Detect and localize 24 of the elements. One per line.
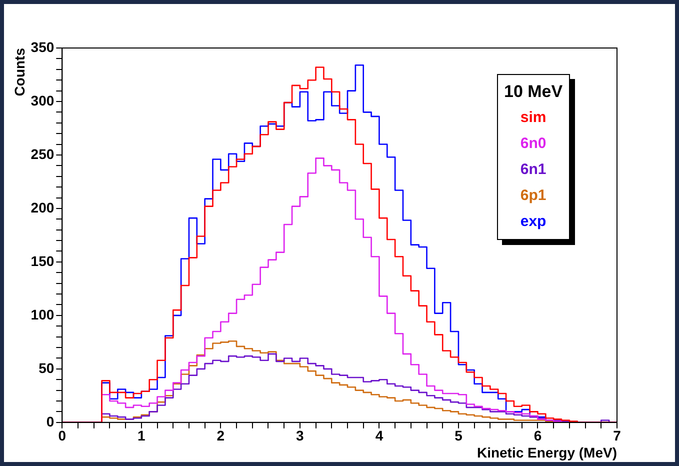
x-tick-label: 0: [58, 428, 66, 444]
text: sim: [519, 108, 548, 128]
y-tick-label: 300: [30, 92, 54, 108]
x-tick-label: 4: [375, 428, 384, 444]
text: 6p1: [519, 186, 548, 206]
x-tick-label: 1: [138, 428, 146, 444]
x-axis-title: Kinetic Energy (MeV): [476, 444, 617, 460]
y-tick-label: 350: [30, 38, 54, 55]
y-tick-label: 50: [38, 360, 54, 376]
y-axis-title: Counts: [11, 48, 28, 96]
y-tick-label: 150: [30, 252, 54, 269]
x-tick-label: 5: [454, 428, 463, 444]
x-tick-label: 6: [534, 428, 542, 444]
text: exp: [519, 212, 548, 232]
y-tick-label: 100: [30, 306, 54, 322]
legend-title: 10 MeV: [504, 81, 563, 103]
y-tick-label: 0: [46, 413, 54, 430]
y-tick-label: 200: [30, 199, 54, 216]
text: 6n0: [519, 134, 548, 154]
text: 6n1: [519, 160, 548, 180]
x-tick-label: 7: [613, 428, 622, 444]
x-tick-label: 2: [216, 428, 225, 444]
y-tick-label: 250: [30, 146, 54, 162]
x-tick-label: 3: [296, 428, 304, 444]
